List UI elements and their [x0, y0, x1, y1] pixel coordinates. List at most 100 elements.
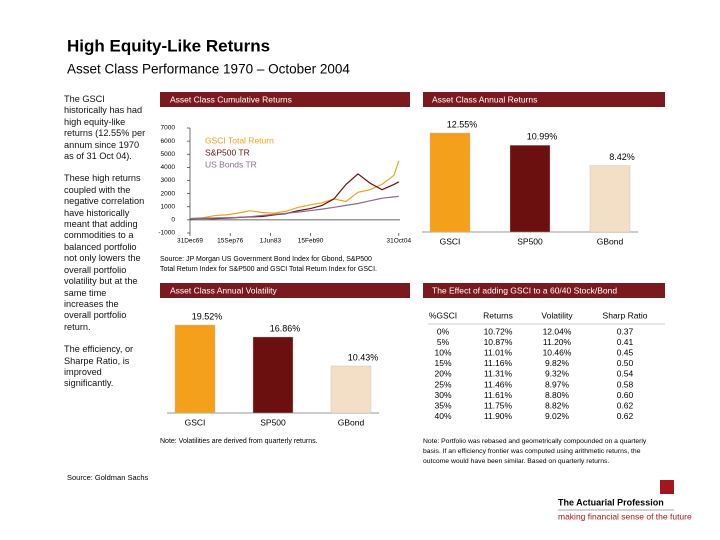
table-cell: 0.54 [617, 369, 634, 379]
panel-title: Asset Class Cumulative Returns [170, 94, 292, 104]
table-cell: 11.75% [484, 400, 513, 410]
table-cell: 11.20% [543, 337, 572, 347]
table-cell: 9.32% [545, 369, 570, 379]
y-tick-label: 0 [171, 217, 175, 224]
category-label: SP500 [260, 417, 286, 427]
value-label: 12.55% [447, 119, 478, 129]
panel-title: Asset Class Annual Returns [432, 94, 537, 104]
x-tick-label: 31Oct04 [387, 238, 412, 245]
y-tick-label: 6000 [161, 138, 176, 145]
table-cell: 0.41 [617, 337, 634, 347]
table-cell: 5% [437, 337, 450, 347]
y-tick-label: 5000 [161, 151, 176, 158]
table-cell: 0% [437, 326, 450, 336]
category-label: SP500 [517, 236, 543, 246]
table-cell: 35% [434, 400, 451, 410]
table-cell: 0.45 [617, 347, 634, 357]
bar [589, 165, 631, 233]
table-cell: 0.37 [617, 326, 634, 336]
y-tick-label: 1000 [161, 203, 176, 210]
table-cell: 11.01% [484, 347, 513, 357]
title: High Equity-Like Returns [67, 36, 270, 55]
table-cell: 10.46% [543, 347, 572, 357]
table-cell: 10.72% [484, 326, 513, 336]
table-cell: 10% [434, 347, 451, 357]
table-header: Returns [483, 310, 513, 320]
table-cell: 9.02% [545, 411, 570, 421]
table-cell: 0.62 [617, 411, 634, 421]
panel-header [160, 283, 410, 298]
table-cell: 11.46% [484, 379, 513, 389]
source-note: Source: JP Morgan US Government Bond Ind… [160, 256, 372, 263]
value-label: 10.99% [527, 132, 558, 142]
footer-source: Source: Goldman Sachs [67, 473, 149, 482]
subtitle: Asset Class Performance 1970 – October 2… [67, 62, 350, 77]
y-tick-label: 4000 [161, 164, 176, 171]
bar [429, 132, 471, 233]
panel-title: Asset Class Annual Volatility [170, 285, 278, 295]
bar [509, 145, 551, 233]
table-cell: 8.97% [545, 379, 570, 389]
table-cell: 30% [434, 390, 451, 400]
category-label: GSCI [185, 417, 206, 427]
table-cell: 0.58 [617, 379, 634, 389]
panel-title: The Effect of adding GSCI to a 60/40 Sto… [432, 285, 617, 295]
bar [330, 365, 372, 414]
y-tick-label: 2000 [161, 190, 176, 197]
series-line [189, 195, 399, 220]
table-cell: 12.04% [543, 326, 572, 336]
table-cell: 11.16% [484, 358, 513, 368]
value-label: 10.43% [348, 352, 379, 362]
table-header: %GSCI [429, 310, 457, 320]
table-cell: 0.60 [617, 390, 634, 400]
table-note: outcome would have been similar. Based o… [423, 458, 609, 465]
table-cell: 0.62 [617, 400, 634, 410]
x-tick-label: 15Feb90 [298, 238, 324, 245]
value-label: 19.52% [192, 311, 223, 321]
y-tick-label: 3000 [161, 177, 176, 184]
bar [174, 324, 216, 414]
table-cell: 25% [434, 379, 451, 389]
sidebar-text: The GSCI historically has had high equit… [64, 94, 146, 162]
legend-label: GSCI Total Return [205, 135, 274, 145]
panel-header [423, 92, 665, 107]
category-label: GBond [597, 236, 624, 246]
table-cell: 0.50 [617, 358, 634, 368]
table-cell: 9.82% [545, 358, 570, 368]
sidebar: The GSCI historically has had high equit… [64, 94, 146, 401]
table-note: Note: Portfolio was rebased and geometri… [423, 438, 647, 445]
table-cell: 10.87% [484, 337, 513, 347]
source-note: Total Return Index for S&P500 and GSCI T… [160, 266, 377, 273]
value-label: 8.42% [609, 152, 635, 162]
logo-text: The Actuarial Profession [558, 497, 664, 507]
bar [252, 336, 294, 414]
table-note: basis. If an efficiency frontier was com… [423, 448, 641, 455]
table-header: Sharp Ratio [603, 310, 648, 320]
panel-header [160, 92, 410, 107]
x-tick-label: 31Dec69 [177, 238, 203, 245]
x-tick-label: 1Jun83 [260, 238, 282, 245]
sidebar-text: These high returns coupled with the nega… [64, 173, 145, 332]
sidebar-text: The efficiency, or Sharpe Ratio, is impr… [64, 344, 134, 389]
table-cell: 11.90% [484, 411, 513, 421]
table-header: Volatility [541, 310, 573, 320]
table-cell: 15% [434, 358, 451, 368]
legend-label: US Bonds TR [205, 159, 257, 169]
logo-tagline: making financial sense of the future [558, 511, 692, 521]
y-tick-label: 7000 [161, 125, 176, 132]
y-tick-label: -1000 [158, 230, 175, 237]
panel-header [423, 283, 665, 298]
legend-label: S&P500 TR [205, 147, 250, 157]
table-cell: 20% [434, 369, 451, 379]
table-cell: 8.80% [545, 390, 570, 400]
value-label: 16.86% [270, 323, 301, 333]
table-cell: 11.61% [484, 390, 513, 400]
category-label: GBond [338, 417, 365, 427]
series-line [189, 160, 400, 220]
table-cell: 40% [434, 411, 451, 421]
table-cell: 11.31% [484, 369, 513, 379]
table-cell: 8.82% [545, 400, 570, 410]
logo-mark [660, 480, 674, 494]
